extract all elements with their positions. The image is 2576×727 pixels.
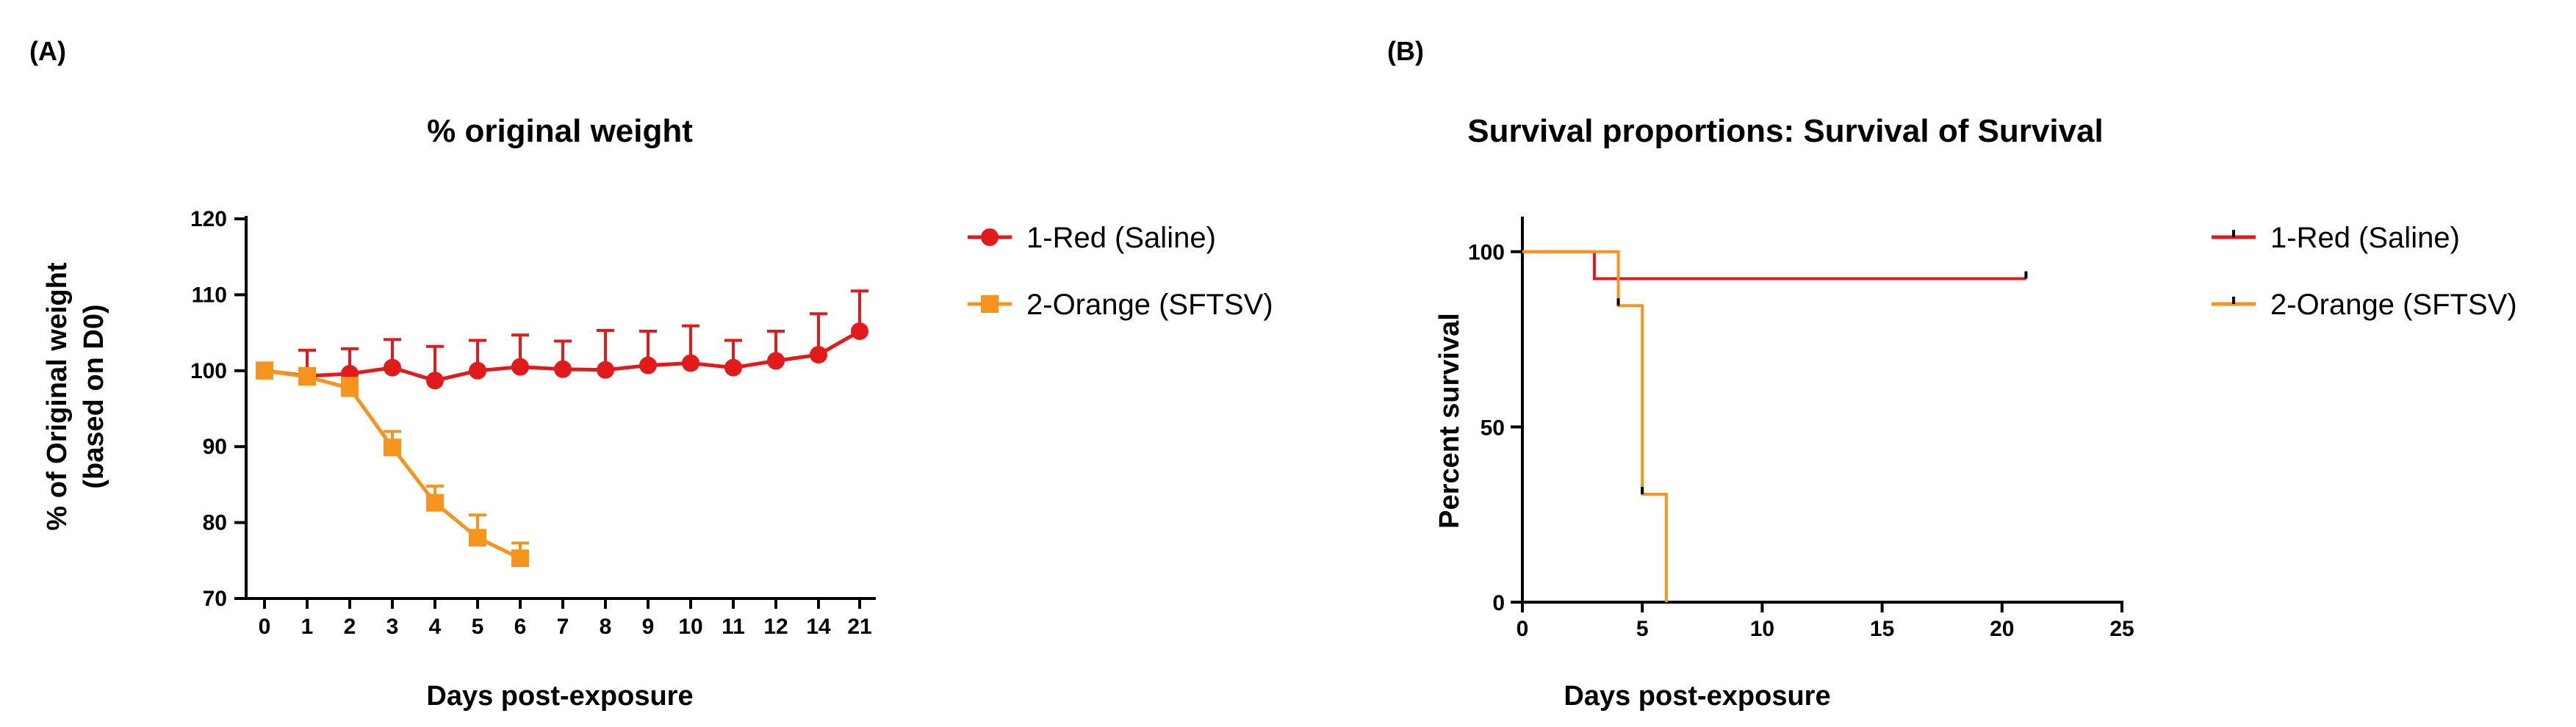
chart-a-point — [810, 346, 827, 364]
chart-a-x-tick-label: 11 — [722, 615, 745, 639]
chart-a-y-tick-label: 120 — [190, 207, 227, 231]
panel-a-label: (A) — [29, 36, 66, 66]
chart-a-x-tick-label: 14 — [806, 615, 831, 639]
chart-a-x-tick-label: 6 — [514, 615, 527, 639]
chart-a-point — [554, 360, 572, 378]
chart-a-legend-marker — [981, 295, 999, 313]
chart-b-x-label: Days post-exposure — [1564, 681, 1830, 712]
chart-b-x-tick-label: 5 — [1636, 617, 1649, 641]
chart-a-x-tick-label: 7 — [557, 615, 569, 639]
chart-b-legend: 1-Red (Saline) 2-Orange (SFTSV) — [2212, 222, 2517, 321]
chart-a-y-tick-label: 80 — [203, 511, 227, 535]
chart-a-point — [724, 358, 742, 377]
chart-a-x-tick-label: 4 — [429, 615, 442, 639]
chart-b-y-tick-label: 50 — [1481, 416, 1505, 440]
chart-b-x-tick-label: 25 — [2109, 617, 2134, 641]
chart-b-plot: 0 50 100 0 5 10 15 20 25 — [1468, 217, 2134, 641]
chart-a-x-tick-label: 9 — [642, 615, 655, 639]
chart-b-legend-label: 1-Red (Saline) — [2270, 222, 2460, 254]
chart-a-point — [851, 322, 868, 341]
chart-a-point — [767, 352, 785, 370]
chart-b-x-tick-label: 0 — [1517, 617, 1529, 641]
chart-a-y-tick-label: 70 — [203, 587, 227, 611]
chart-a-legend-marker — [981, 228, 999, 246]
chart-a-point — [384, 438, 401, 457]
chart-a-point — [384, 358, 401, 377]
chart-a-point — [426, 372, 444, 390]
chart-a-x-tick-label: 12 — [763, 615, 788, 639]
chart-a-point — [597, 361, 614, 379]
chart-a-y-tick-label: 100 — [190, 359, 227, 383]
chart-a-x-tick-label: 2 — [344, 615, 356, 639]
chart-a-y-tick-label: 90 — [203, 435, 227, 459]
chart-a-point — [469, 361, 486, 380]
chart-b-x-tick-label: 15 — [1870, 617, 1894, 641]
chart-b-survival-step-line — [1522, 250, 2026, 281]
chart-b-title: Survival proportions: Survival of Surviv… — [1467, 113, 2104, 149]
chart-a-legend-label: 1-Red (Saline) — [1026, 222, 1216, 254]
panel-b-label: (B) — [1387, 36, 1424, 66]
chart-b-x-tick-label: 10 — [1750, 617, 1774, 641]
chart-a-x-tick-label: 8 — [600, 615, 612, 639]
chart-a-title: % original weight — [427, 113, 693, 149]
chart-a-point — [341, 379, 359, 397]
chart-b-y-tick-label: 100 — [1468, 241, 1505, 265]
chart-a-x-tick-label: 10 — [678, 615, 702, 639]
chart-b-x-tick-label: 20 — [1990, 617, 2014, 641]
chart-a-point — [298, 368, 316, 386]
chart-a-point — [511, 358, 529, 376]
chart-a-point — [256, 361, 273, 380]
chart-b-legend-label: 2-Orange (SFTSV) — [2270, 289, 2517, 321]
chart-a-x-tick-label: 3 — [386, 615, 399, 639]
chart-a-x-tick-label: 1 — [301, 615, 314, 639]
chart-a-x-tick-label: 0 — [259, 615, 271, 639]
chart-a-y-label-line1: % of Original weight — [42, 262, 73, 531]
chart-a-point — [682, 354, 699, 372]
chart-a-legend: 1-Red (Saline) 2-Orange (SFTSV) — [968, 222, 1273, 321]
chart-a-point — [469, 529, 486, 547]
chart-a-x-label: Days post-exposure — [426, 681, 693, 712]
chart-a-x-tick-label: 5 — [472, 615, 484, 639]
chart-a-y-label-line2: (based on D0) — [79, 304, 109, 488]
chart-a-point — [426, 493, 444, 512]
chart-b-survival-step-line — [1522, 250, 1668, 602]
chart-a-legend-label: 2-Orange (SFTSV) — [1026, 289, 1273, 321]
chart-b-y-tick-label: 0 — [1492, 591, 1505, 615]
chart-a-x-tick-label: 21 — [847, 615, 871, 639]
chart-b-y-label: Percent survival — [1434, 313, 1465, 529]
chart-a-point — [511, 549, 529, 568]
chart-a-y-tick-label: 110 — [192, 283, 227, 307]
chart-a-point — [639, 356, 657, 375]
